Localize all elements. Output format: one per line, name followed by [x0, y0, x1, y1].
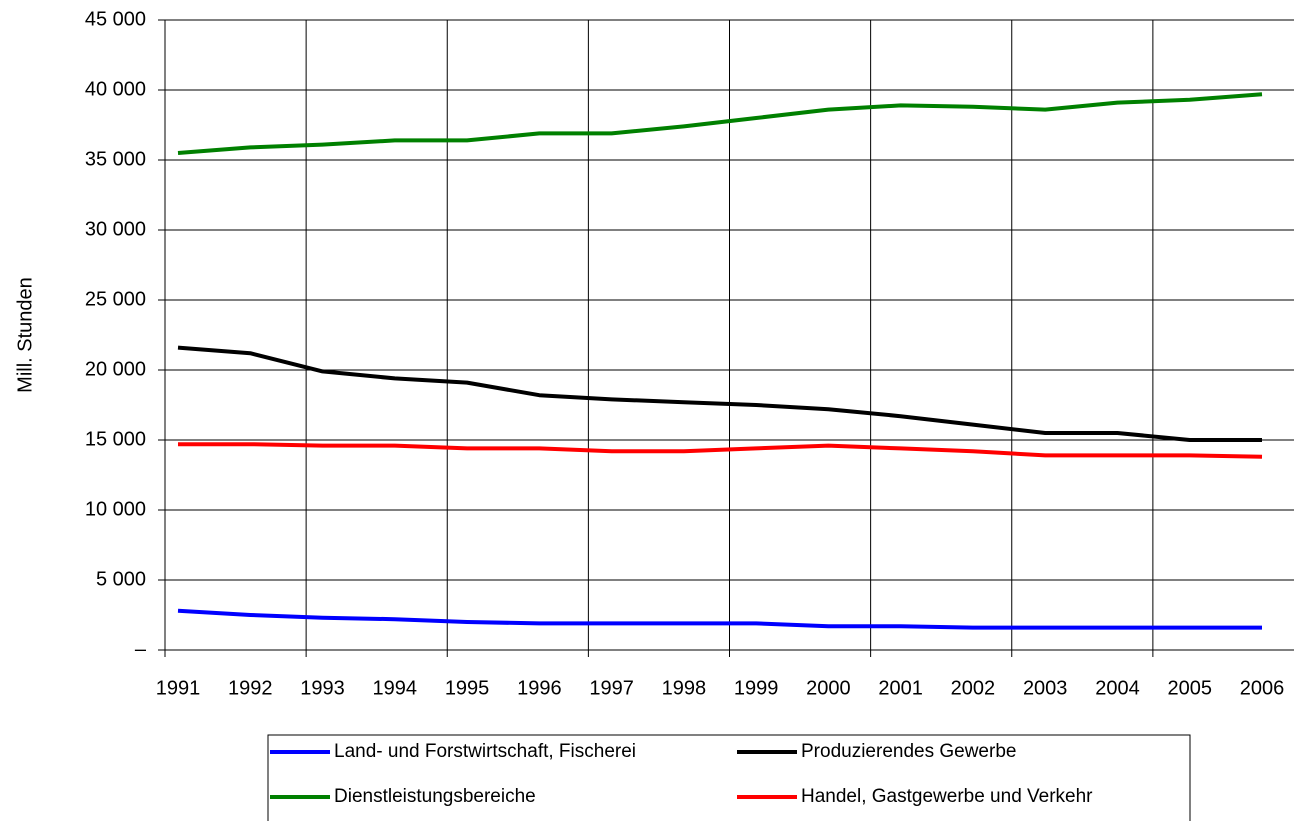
series-line — [178, 442, 1263, 459]
series-line — [177, 92, 1263, 155]
x-tick-label: 1997 — [589, 677, 634, 699]
y-tick-label: 10 000 — [85, 498, 146, 520]
x-tick-label: 2000 — [806, 677, 851, 699]
legend: Land- und Forstwirtschaft, Fischerei Prod… — [270, 741, 1093, 807]
x-tick-label: 2006 — [1240, 677, 1285, 699]
y-axis-label: Mill. Stunden — [14, 277, 36, 393]
x-tick-label: 2005 — [1167, 677, 1212, 699]
y-tick-label: 15 000 — [85, 428, 146, 450]
x-tick-label: 1995 — [445, 677, 490, 699]
x-tick-label: 1994 — [373, 677, 418, 699]
series-line — [177, 345, 1262, 442]
x-tick-label: 1999 — [734, 677, 779, 699]
y-tick-label: 25 000 — [85, 288, 146, 310]
y-tick-label: 20 000 — [85, 358, 146, 380]
x-tick-label: 2002 — [951, 677, 996, 699]
y-tick-label: 30 000 — [85, 218, 146, 240]
x-tick-label: 1992 — [228, 677, 273, 699]
x-tick-label: 1991 — [156, 677, 201, 699]
y-tick-label: 45 000 — [85, 8, 146, 30]
y-tick-label: 40 000 — [85, 78, 146, 100]
y-tick-label: 35 000 — [85, 148, 146, 170]
legend-label: Handel, Gastgewerbe und Verkehr — [801, 786, 1093, 807]
legend-label: Produzierendes Gewerbe — [801, 741, 1016, 762]
x-tick-label: 2001 — [878, 677, 923, 699]
x-tick-label: 2003 — [1023, 677, 1068, 699]
series-line — [177, 608, 1262, 630]
legend-label: Land- und Forstwirtschaft, Fischerei — [334, 741, 636, 762]
x-tick-label: 1998 — [662, 677, 707, 699]
legend-box — [267, 734, 1191, 821]
x-tick-label: 1993 — [300, 677, 345, 699]
x-tick-label: 2004 — [1095, 677, 1140, 699]
y-tick-label: 5 000 — [96, 568, 146, 590]
x-tick-label: 1996 — [517, 677, 562, 699]
y-tick-label: – — [135, 638, 147, 660]
legend-label: Dienstleistungsbereiche — [334, 786, 536, 807]
